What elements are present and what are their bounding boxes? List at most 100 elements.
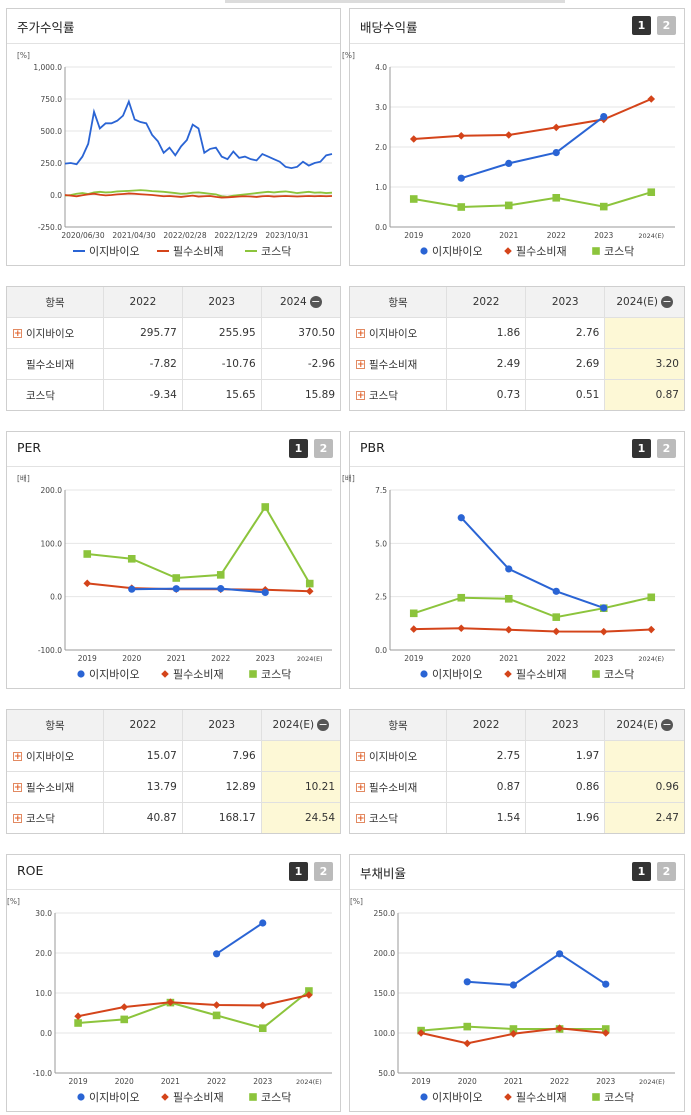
page-2-button[interactable]: 2 [314,862,333,881]
legend-label: 필수소비재 [173,668,224,681]
plus-icon[interactable]: + [356,329,365,340]
price-table: 항목 2022 2023 2024− + 이지바이오 295.77 255.95 370.50 필… [6,286,341,411]
data-point [463,1039,472,1048]
plus-icon[interactable]: + [13,752,22,763]
value-cell: 13.79 [103,771,183,803]
column-header: 2024(E) − [260,710,340,741]
panel-header: 부채비율 1 2 [350,855,684,890]
row-label-cell: + 코스닥 [350,379,447,410]
data-point [600,113,608,121]
value-cell: 1.96 [525,802,605,833]
x-tick-label: 2021 [499,654,518,663]
y-tick-label: 0.0 [375,646,387,655]
plus-icon[interactable]: + [356,783,365,794]
page-1-button[interactable]: 1 [632,862,651,881]
x-tick-label: 2024(E) [297,655,323,663]
panel-title: 부채비율 [360,866,407,881]
data-point [409,609,418,618]
y-tick-label: 0.0 [40,1029,52,1038]
x-tick-label: 2023 [256,654,275,663]
x-tick-label: 2020 [452,231,471,240]
legend-label: 이지바이오 [432,245,483,258]
legend-marker [420,1093,428,1101]
row-label-cell: + 코스닥 [7,802,104,833]
x-tick-label: 2023 [596,1077,615,1086]
column-header-label: 2023 [551,719,579,731]
page-2-button[interactable]: 2 [657,439,676,458]
table-header-row: 항목 2022 2023 2024(E) − [350,287,684,318]
row-label: 이지바이오 [26,327,75,340]
data-point [258,1024,267,1032]
dividend-table: 항목 2022 2023 2024(E) − + 이지바이오 1.86 2.76 + 필수소비재 2.… [349,286,685,411]
panel-title: 배당수익률 [360,20,418,35]
plus-icon[interactable]: + [356,391,365,402]
table-row: 필수소비재 -7.82 -10.76 -2.96 [7,348,340,380]
series-line [413,596,652,619]
legend-label: 필수소비재 [173,245,224,258]
x-tick-label: 2022 [207,1077,226,1086]
minus-circle-icon[interactable]: − [309,295,322,308]
row-label: 코스닥 [26,812,55,825]
plus-icon[interactable]: + [356,360,365,371]
minus-circle-icon[interactable]: − [660,295,673,308]
page-1-button[interactable]: 1 [632,439,651,458]
data-point [505,159,513,167]
y-tick-label: 30.0 [35,909,52,918]
series-line [460,115,605,180]
y-tick-label: 2.0 [375,143,387,152]
y-tick-label: 50.0 [378,1069,395,1078]
column-header: 2023 [181,710,262,741]
plus-icon[interactable]: + [356,814,365,825]
legend-marker [161,670,169,678]
minus-circle-icon[interactable]: − [660,718,673,731]
minus-circle-icon[interactable]: − [317,718,330,731]
plus-icon[interactable]: + [13,814,22,825]
row-label: 필수소비재 [369,358,418,371]
dividend-panel: 배당수익률 1 2 [%] 4.0 3.0 2.0 1.0 0.0 2019 2020 2021… [342,8,685,266]
x-tick-label: 2022 [547,654,566,663]
page-1-button[interactable]: 1 [289,439,308,458]
series-line [78,990,310,1030]
data-point [552,613,561,621]
value-cell: 370.50 [260,316,340,349]
x-tick-label: 2021/04/30 [112,231,155,240]
plus-icon[interactable]: + [356,752,365,763]
data-point [305,987,313,995]
table-row: + 이지바이오 2.75 1.97 [350,739,684,772]
row-label-cell: + 이지바이오 [350,316,447,349]
row-label-cell: + 이지바이오 [350,739,447,772]
value-cell: 0.51 [525,379,605,410]
value-cell: 12.89 [181,771,262,803]
data-point [647,593,656,602]
series-line [77,994,310,1018]
row-label-cell: + 필수소비재 [350,771,447,803]
x-tick-label: 2024(E) [296,1078,322,1086]
column-header: 항목 [7,710,104,741]
per-panel: PER 1 2 [배] 200.0 100.0 0.0 -100.0 2019 2020 20… [6,431,341,689]
y-tick-label: 250.0 [41,159,63,168]
value-cell [260,739,340,772]
data-point [128,585,136,593]
value-cell: 255.95 [181,316,262,349]
legend-label: 코스닥 [604,245,634,258]
legend-marker [161,1093,169,1101]
value-cell: -9.34 [103,379,183,410]
per-table: 항목 2022 2023 2024(E) − + 이지바이오 15.07 7.96 + 필수소비재 1… [6,709,341,834]
plus-icon[interactable]: + [13,329,22,340]
legend-label: 코스닥 [261,245,291,258]
table-row: + 이지바이오 1.86 2.76 [350,316,684,349]
page-2-button[interactable]: 2 [314,439,333,458]
data-point [212,1011,221,1020]
plus-icon[interactable]: + [13,783,22,794]
page-1-button[interactable]: 1 [289,862,308,881]
x-tick-label: 2020/06/30 [61,231,104,240]
legend-label: 필수소비재 [516,668,567,681]
page-2-button[interactable]: 2 [657,862,676,881]
y-tick-label: 100.0 [374,1029,396,1038]
panel-title: PER [17,440,42,455]
legend-marker [77,1093,85,1101]
page-1-button[interactable]: 1 [632,16,651,35]
data-point [552,194,561,202]
y-tick-label: 20.0 [35,949,52,958]
page-2-button[interactable]: 2 [657,16,676,35]
